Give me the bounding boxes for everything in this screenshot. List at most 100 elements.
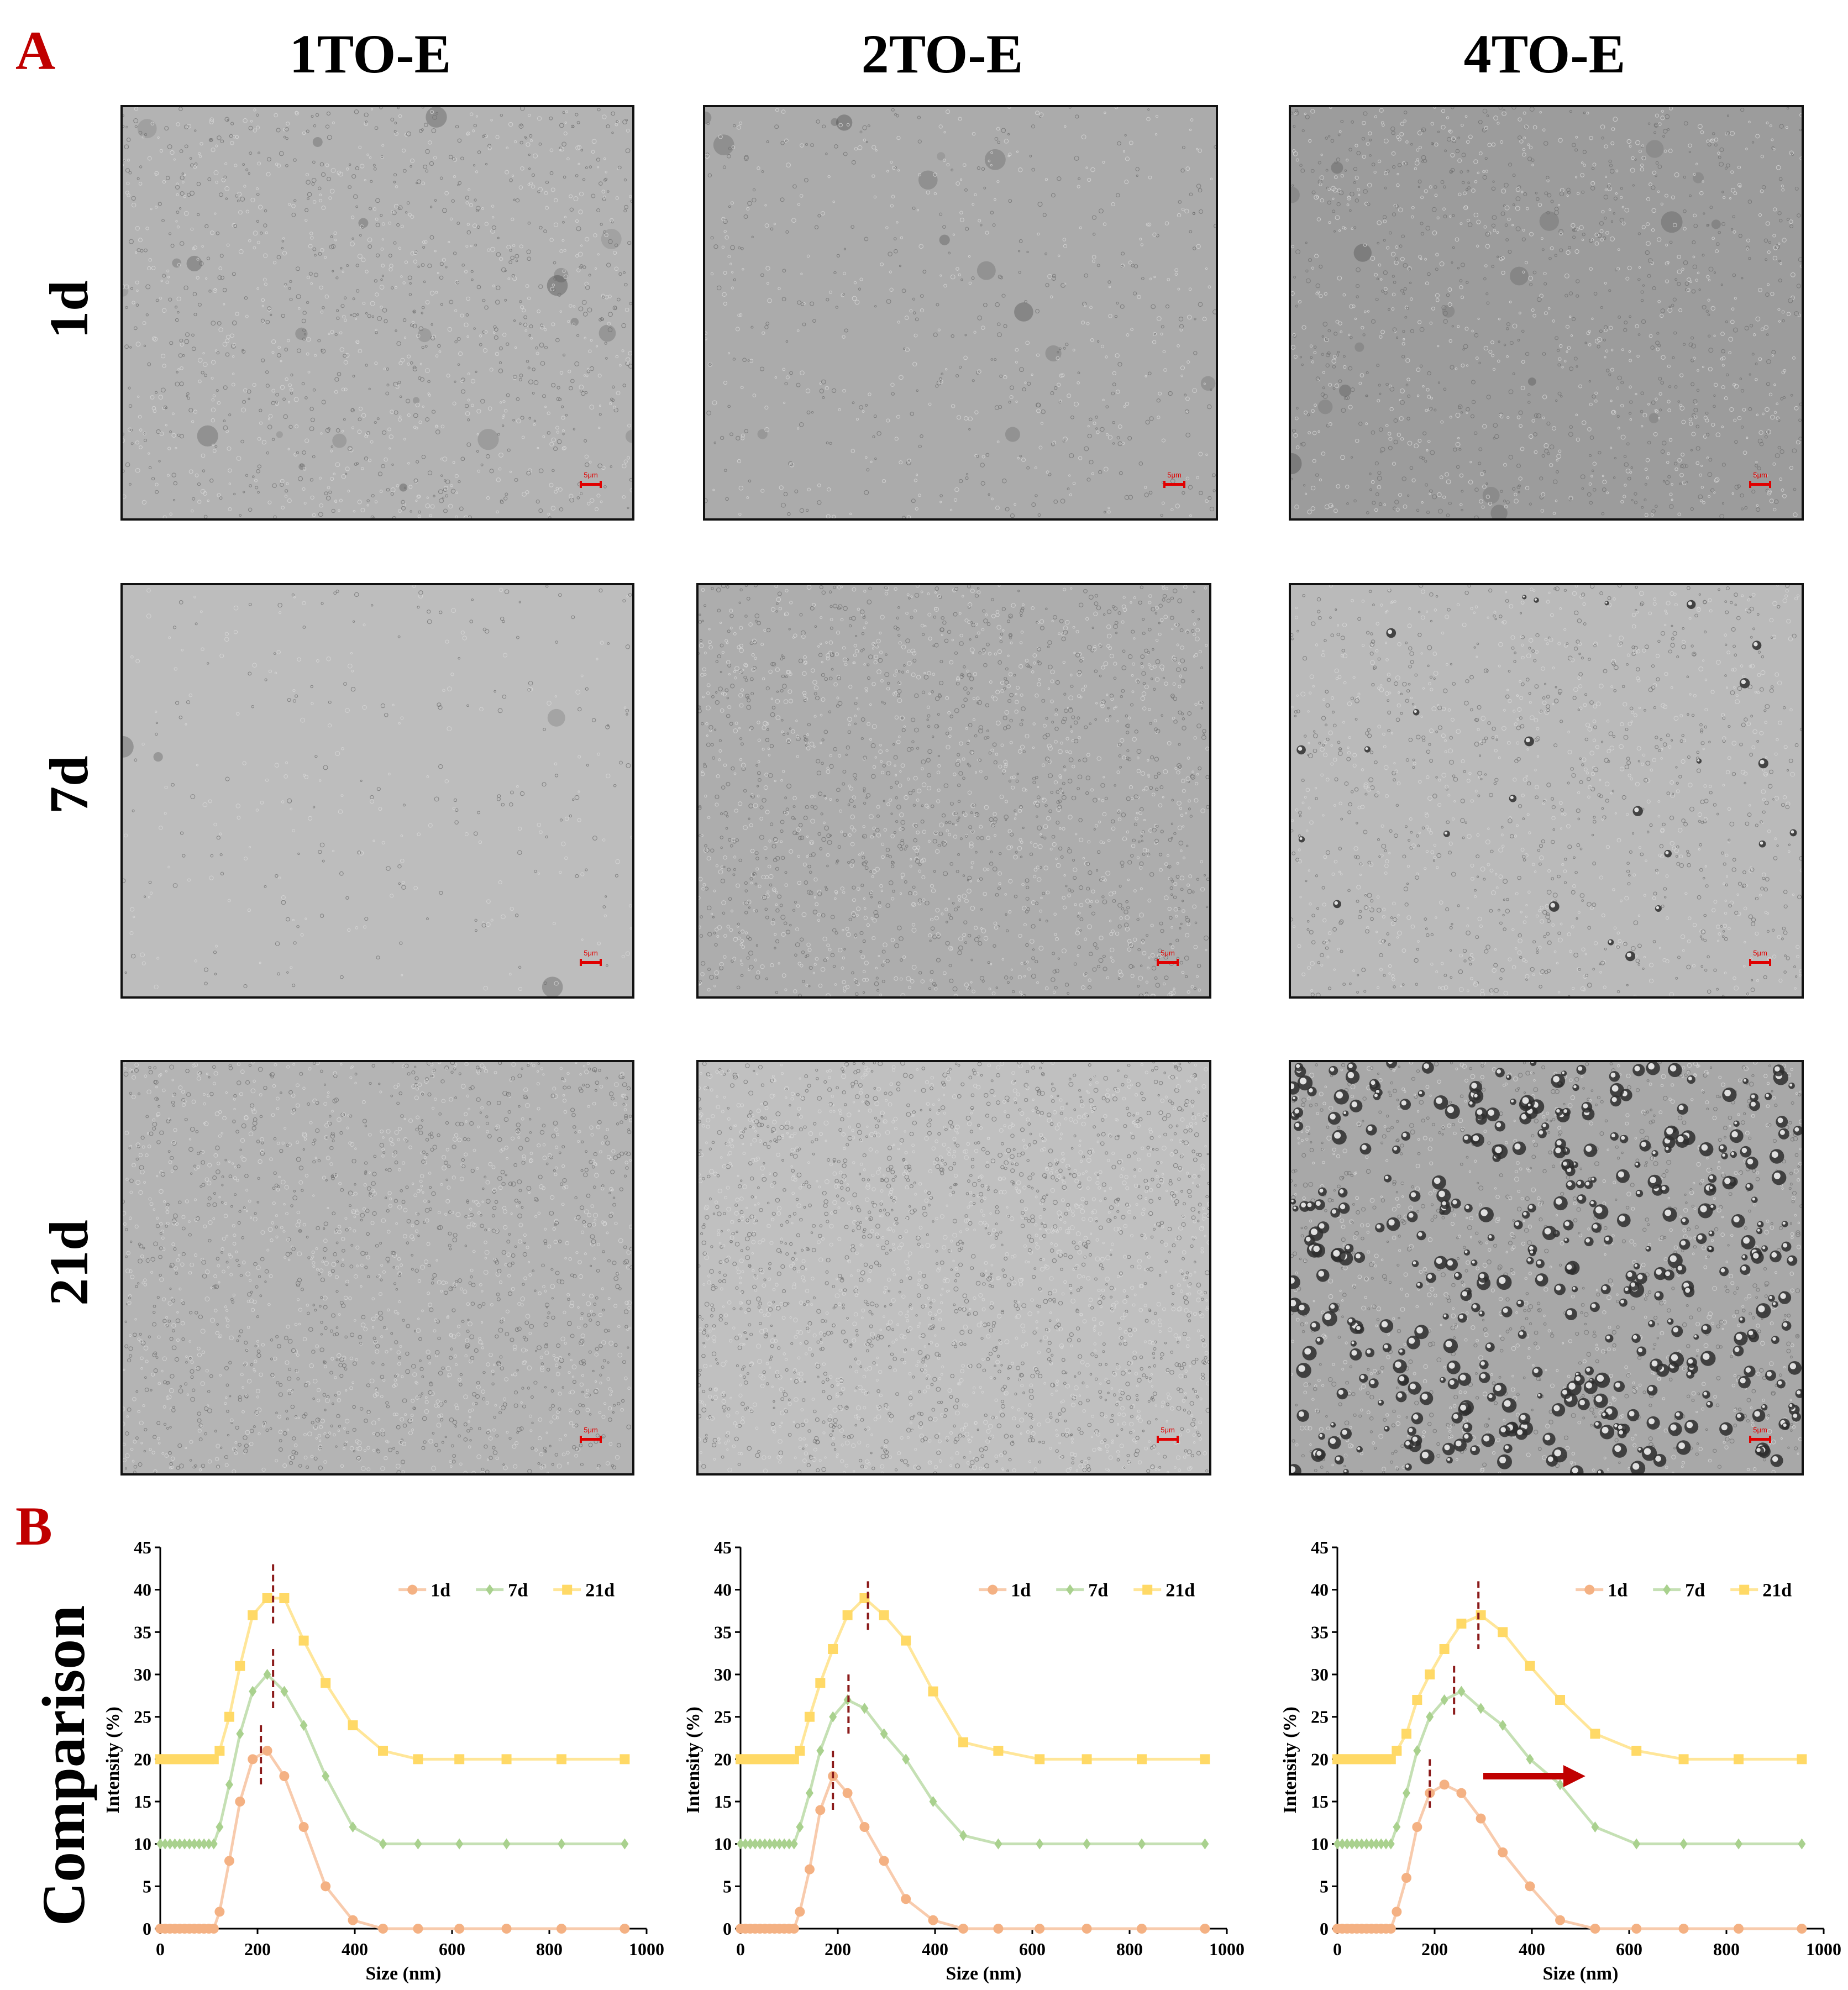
x-tick-label: 0 xyxy=(1333,1939,1342,1959)
micrograph-texture xyxy=(123,585,632,996)
scale-bar: 5μm xyxy=(1163,471,1185,488)
data-point-1d xyxy=(1631,1924,1642,1934)
y-tick-label: 25 xyxy=(134,1707,151,1727)
data-point-7d xyxy=(1526,1753,1534,1765)
x-tick-label: 0 xyxy=(736,1939,745,1959)
column-header-1to-e: 1TO-E xyxy=(289,23,452,85)
data-point-7d xyxy=(1457,1686,1466,1697)
legend-swatch-21d xyxy=(1142,1584,1153,1595)
y-tick-label: 25 xyxy=(1311,1707,1329,1727)
scale-bar-label: 5μm xyxy=(584,949,598,957)
data-point-7d xyxy=(756,1838,764,1850)
data-point-21d xyxy=(224,1711,234,1722)
data-point-7d xyxy=(1477,1703,1485,1714)
y-tick-label: 15 xyxy=(714,1792,732,1812)
data-point-7d xyxy=(249,1686,257,1697)
y-tick-label: 0 xyxy=(1320,1919,1329,1939)
y-tick-label: 45 xyxy=(714,1537,732,1557)
x-tick-label: 600 xyxy=(1019,1939,1046,1959)
data-point-1d xyxy=(248,1754,258,1765)
data-point-1d xyxy=(214,1907,225,1917)
data-point-7d xyxy=(751,1838,759,1850)
data-point-1d xyxy=(1456,1788,1467,1798)
chart-4to-e: 0 5 10 15 20 25 30 35 40 45 0 200 400 600 800 1000 Size … xyxy=(1254,1525,1841,1984)
data-point-21d xyxy=(1035,1754,1045,1765)
y-tick-label: 30 xyxy=(1311,1665,1329,1684)
data-point-7d xyxy=(190,1838,198,1850)
series-line-1d xyxy=(1337,1783,1802,1930)
scale-bar-cap xyxy=(1183,481,1185,488)
data-point-21d xyxy=(1392,1746,1402,1756)
data-point-7d xyxy=(185,1838,193,1850)
scale-bar-cap xyxy=(600,1436,602,1443)
data-point-21d xyxy=(1082,1754,1092,1765)
data-point-21d xyxy=(828,1644,838,1654)
data-point-7d xyxy=(161,1838,169,1850)
data-point-1d xyxy=(1797,1924,1807,1934)
data-point-7d xyxy=(1138,1838,1146,1850)
data-point-7d xyxy=(880,1728,888,1740)
y-tick-label: 40 xyxy=(134,1580,151,1600)
data-point-21d xyxy=(1678,1754,1689,1765)
y-tick-label: 35 xyxy=(134,1622,151,1642)
data-point-7d xyxy=(379,1838,387,1850)
scale-bar-label: 5μm xyxy=(1753,1426,1767,1434)
y-tick-label: 45 xyxy=(134,1537,151,1557)
data-point-21d xyxy=(1200,1754,1210,1765)
data-point-7d xyxy=(1377,1838,1385,1850)
data-point-21d xyxy=(413,1754,423,1765)
scale-bar-cap xyxy=(580,959,582,966)
data-point-21d xyxy=(879,1610,889,1620)
data-point-21d xyxy=(804,1711,815,1722)
y-tick-label: 5 xyxy=(143,1876,151,1896)
scale-bar: 5μm xyxy=(1749,471,1771,488)
chart-1to-e: 0 5 10 15 20 25 30 35 40 45 0 200 400 600 800 1000 Size … xyxy=(77,1525,664,1984)
data-point-7d xyxy=(1402,1787,1410,1799)
scale-bar-line xyxy=(1158,961,1178,964)
data-point-7d xyxy=(805,1787,813,1799)
y-tick-label: 35 xyxy=(714,1622,732,1642)
scale-bar-label: 5μm xyxy=(584,1426,598,1434)
data-point-1d xyxy=(262,1746,272,1756)
data-point-1d xyxy=(1392,1907,1402,1917)
data-point-7d xyxy=(1338,1838,1346,1850)
x-tick-label: 800 xyxy=(1713,1939,1740,1959)
scale-bar-line xyxy=(1750,483,1770,486)
legend-label-7d: 7d xyxy=(1685,1581,1705,1601)
legend-swatch-1d xyxy=(988,1584,998,1595)
data-point-1d xyxy=(1439,1779,1450,1790)
data-point-21d xyxy=(789,1754,799,1765)
data-point-1d xyxy=(1555,1915,1566,1925)
scale-bar: 5μm xyxy=(580,1426,602,1443)
data-point-7d xyxy=(1387,1838,1395,1850)
data-point-1d xyxy=(208,1924,219,1934)
shift-arrow-head xyxy=(1563,1765,1586,1787)
x-tick-label: 200 xyxy=(244,1939,271,1959)
data-point-7d xyxy=(349,1821,357,1833)
micrograph-1to-e-7d: 5μm xyxy=(120,583,634,999)
y-axis-title: Intensity (%) xyxy=(1280,1707,1300,1814)
data-point-7d xyxy=(181,1838,188,1850)
data-point-7d xyxy=(746,1838,754,1850)
x-tick-label: 200 xyxy=(825,1939,851,1959)
data-point-7d xyxy=(1591,1821,1599,1833)
data-point-1d xyxy=(1035,1924,1045,1934)
legend-swatch-1d xyxy=(407,1584,418,1595)
data-point-7d xyxy=(1735,1838,1742,1850)
scale-bar-line xyxy=(581,1438,601,1441)
data-point-21d xyxy=(1412,1695,1422,1705)
micrograph-2to-e-7d: 5μm xyxy=(696,583,1211,999)
x-axis-title: Size (nm) xyxy=(366,1963,442,1984)
micrograph-texture xyxy=(123,107,632,518)
data-point-7d xyxy=(1393,1821,1401,1833)
x-tick-label: 400 xyxy=(922,1939,948,1959)
data-point-21d xyxy=(928,1686,938,1697)
data-point-7d xyxy=(1440,1694,1448,1705)
scale-bar-cap xyxy=(580,481,582,488)
micrograph-texture xyxy=(705,107,1216,518)
scale-bar-line xyxy=(581,483,601,486)
legend-label-1d: 1d xyxy=(431,1581,450,1601)
data-point-1d xyxy=(1385,1924,1396,1934)
micrograph-2to-e-21d: 5μm xyxy=(696,1060,1211,1476)
data-point-1d xyxy=(842,1788,853,1798)
